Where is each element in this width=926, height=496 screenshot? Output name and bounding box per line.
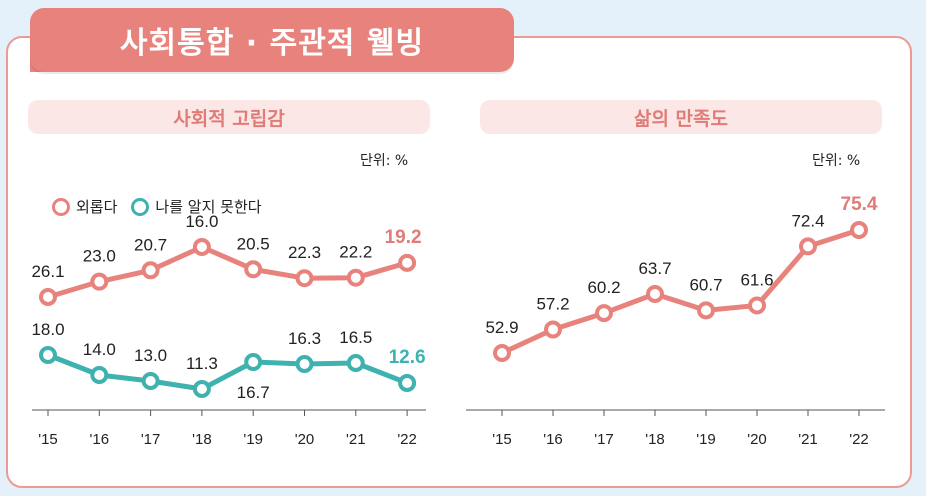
x-tick-label-left: '21: [346, 431, 366, 448]
data-point-lonely: [39, 288, 57, 306]
data-point-lonely: [295, 269, 314, 288]
data-point-satisfaction: [544, 320, 562, 339]
data-point-satisfaction: [697, 301, 715, 320]
data-label-unknown: 16.5: [339, 328, 372, 347]
unit-label-left: 단위: %: [360, 153, 409, 169]
data-label-satisfaction: 57.2: [536, 294, 569, 313]
x-tick-label-left: '19: [243, 431, 263, 448]
x-tick-label-left: '22: [397, 431, 417, 448]
data-point-lonely: [398, 253, 417, 272]
data-label-lonely: 16.0: [185, 212, 218, 231]
data-point-satisfaction: [799, 237, 817, 256]
legend-label-unknown: 나를 알지 못한다: [155, 198, 262, 216]
x-tick-label-right: '21: [798, 431, 818, 448]
data-label-lonely: 22.2: [339, 243, 372, 262]
x-tick-label-right: '18: [645, 431, 665, 448]
page-title: 사회통합 · 주관적 웰빙: [30, 8, 514, 72]
data-label-lonely: 19.2: [385, 227, 422, 248]
data-label-lonely: 22.3: [288, 243, 321, 262]
data-point-unknown: [295, 355, 314, 373]
data-point-unknown: [90, 366, 109, 384]
chart-title-satisfaction: 삶의 만족도: [480, 100, 882, 134]
data-label-lonely: 23.0: [83, 247, 116, 266]
data-label-unknown: 16.7: [237, 383, 270, 402]
data-point-unknown: [244, 353, 263, 371]
data-point-satisfaction: [493, 344, 511, 362]
data-label-unknown: 12.6: [389, 347, 426, 368]
x-tick-label-right: '17: [594, 431, 614, 448]
x-tick-label-left: '17: [141, 431, 161, 448]
data-point-satisfaction: [748, 296, 766, 315]
data-point-unknown: [39, 346, 57, 364]
unit-label-right: 단위: %: [812, 153, 861, 169]
data-point-satisfaction: [850, 221, 868, 239]
data-point-lonely: [244, 260, 263, 279]
legend-swatch-unknown: [131, 197, 150, 216]
data-point-lonely: [346, 268, 365, 287]
data-label-lonely: 20.5: [237, 234, 270, 253]
x-tick-label-right: '22: [849, 431, 869, 448]
data-point-unknown: [346, 354, 365, 372]
data-label-unknown: 18.0: [31, 320, 64, 339]
data-point-satisfaction: [595, 304, 613, 323]
x-tick-label-left: '20: [295, 431, 315, 448]
data-label-satisfaction: 75.4: [841, 194, 878, 215]
x-tick-label-right: '15: [492, 431, 512, 448]
data-label-satisfaction: 72.4: [791, 211, 824, 230]
legend-label-lonely: 외롭다: [76, 198, 118, 216]
data-point-lonely: [192, 238, 211, 256]
data-label-unknown: 16.3: [288, 329, 321, 348]
data-label-satisfaction: 61.6: [740, 270, 773, 289]
x-tick-label-right: '19: [696, 431, 716, 448]
legend: 외롭다 나를 알지 못한다: [52, 196, 276, 217]
legend-item-lonely: 외롭다: [52, 196, 117, 217]
data-label-satisfaction: 52.9: [485, 318, 518, 337]
data-point-lonely: [90, 272, 109, 291]
data-label-unknown: 14.0: [83, 340, 116, 359]
data-point-unknown: [141, 372, 160, 390]
chart-title-isolation: 사회적 고립감: [28, 100, 430, 134]
data-label-satisfaction: 63.7: [638, 259, 671, 278]
legend-item-unknown: 나를 알지 못한다: [131, 196, 262, 217]
data-label-lonely: 20.7: [134, 235, 167, 254]
x-tick-label-right: '16: [543, 431, 563, 448]
data-label-satisfaction: 60.2: [587, 278, 620, 297]
x-tick-label-left: '15: [38, 431, 58, 448]
data-point-lonely: [141, 261, 160, 280]
data-label-satisfaction: 60.7: [689, 275, 722, 294]
legend-swatch-lonely: [52, 197, 70, 216]
x-tick-label-right: '20: [747, 431, 767, 448]
data-point-unknown: [192, 380, 211, 398]
data-point-unknown: [398, 374, 417, 392]
data-label-lonely: 26.1: [31, 262, 64, 281]
data-point-satisfaction: [646, 284, 664, 303]
data-label-unknown: 11.3: [186, 354, 218, 373]
x-tick-label-left: '18: [192, 431, 212, 448]
data-label-unknown: 13.0: [134, 346, 167, 365]
x-tick-label-left: '16: [90, 431, 110, 448]
